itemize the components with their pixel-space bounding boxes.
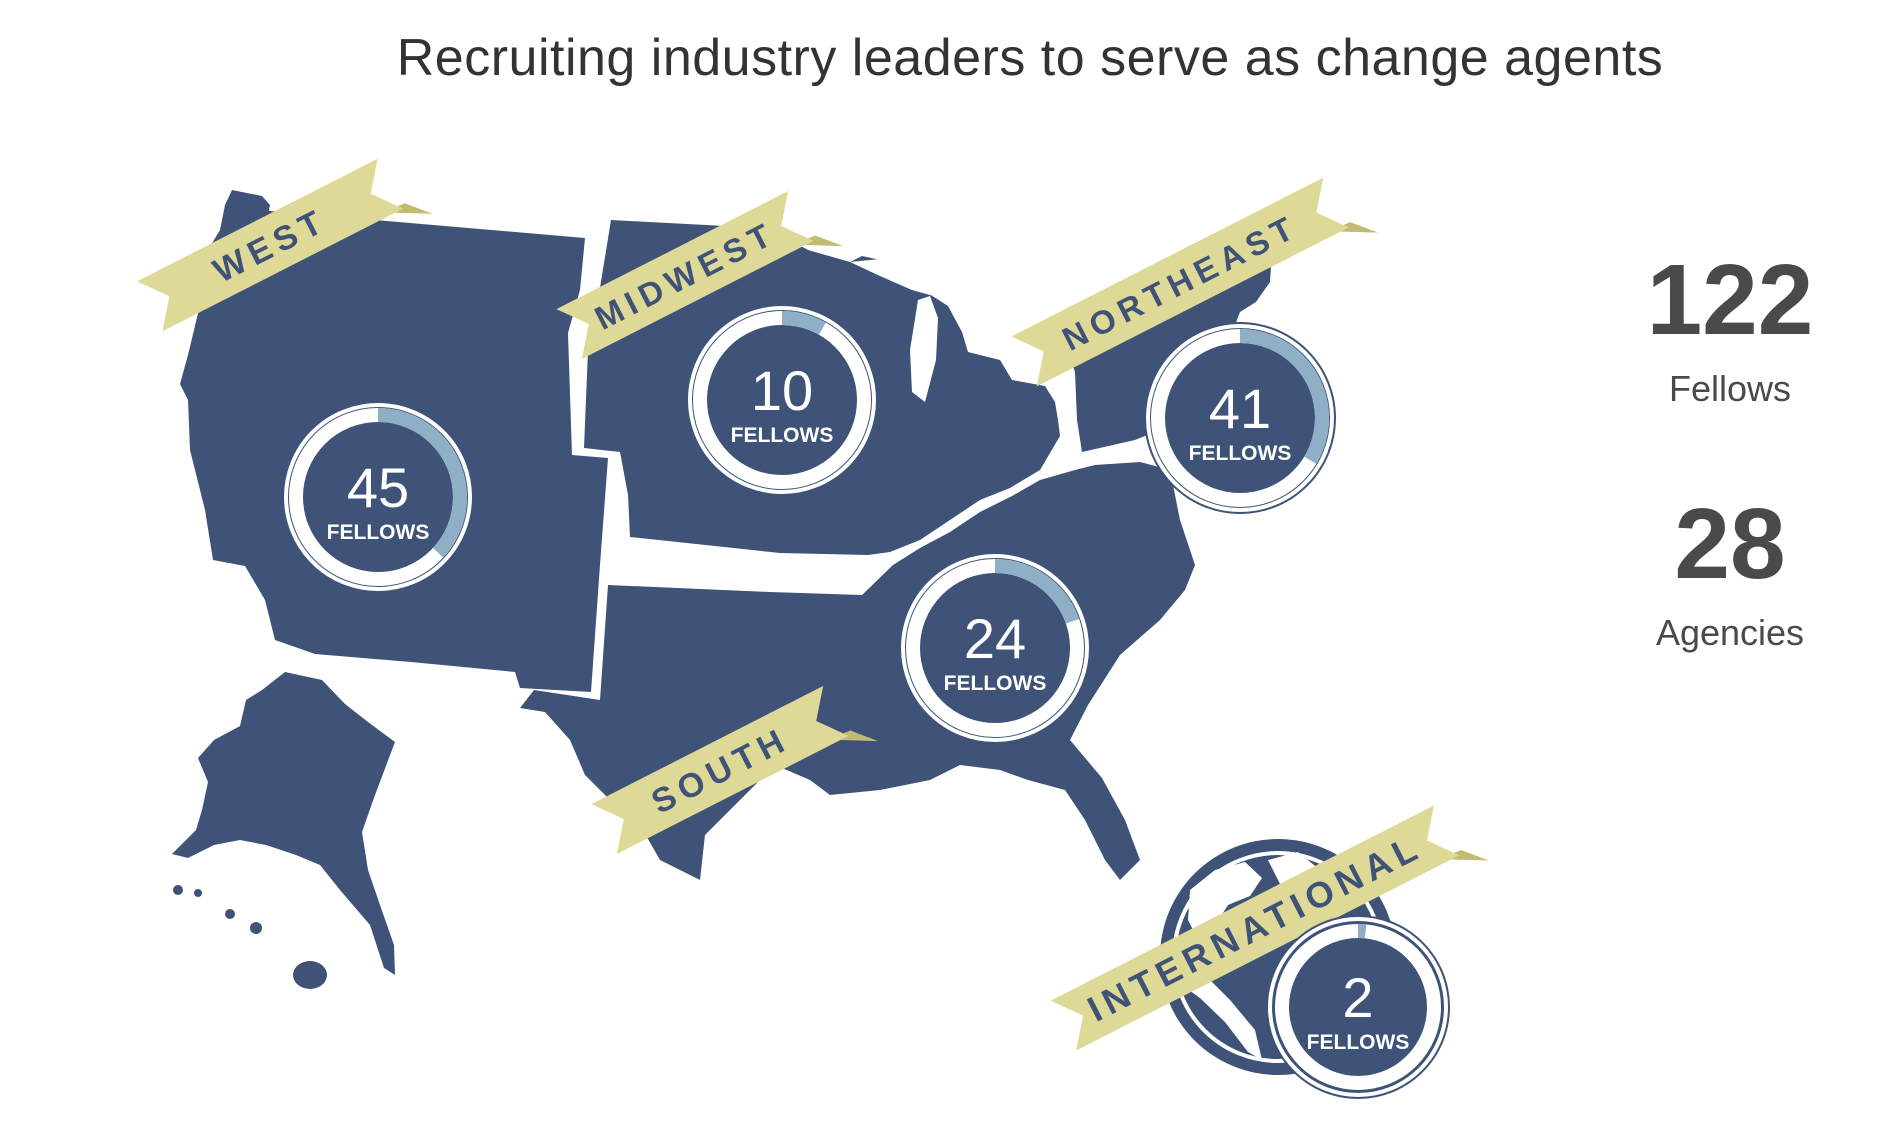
badge-ring-progress	[1151, 329, 1329, 507]
island-dot	[225, 909, 235, 919]
banner-ribbon	[137, 158, 403, 332]
badge-ring-progress	[1275, 924, 1441, 1090]
badge-ring-progress	[693, 311, 871, 489]
badge-core	[1290, 939, 1426, 1075]
badge-unit: FELLOWS	[1189, 442, 1292, 465]
banner-ribbon	[556, 191, 814, 359]
badge-count: 41	[1209, 377, 1271, 440]
agencies-total: 28	[1674, 488, 1786, 600]
badge-core	[921, 574, 1069, 722]
badge-count: 24	[964, 607, 1026, 670]
great-lakes-shape	[910, 296, 938, 402]
badge-outer-ring	[688, 306, 876, 494]
badge-core	[1166, 344, 1314, 492]
badge-outer-ring	[1268, 917, 1448, 1097]
page-title: Recruiting industry leaders to serve as …	[396, 29, 1664, 87]
hawaii-shape	[293, 961, 327, 989]
badge-outer-ring	[1146, 324, 1334, 512]
stats-panel: 122 Fellows 28 Agencies	[1630, 250, 1830, 654]
island-dot	[173, 885, 183, 895]
great-lakes-shape	[850, 258, 962, 300]
alaska-shape	[172, 672, 395, 975]
badge-outer-ring	[284, 403, 472, 591]
banner-ribbon	[591, 686, 849, 854]
badge-unit: FELLOWS	[944, 672, 1047, 695]
globe-continents	[1180, 852, 1320, 1060]
badge-count: 2	[1342, 966, 1373, 1029]
badge-count: 10	[751, 359, 813, 422]
island-dot	[194, 889, 202, 897]
badge-core	[708, 326, 856, 474]
agencies-total-label: Agencies	[1655, 612, 1805, 653]
badge-unit: FELLOWS	[1307, 1031, 1410, 1054]
badge-unit: FELLOWS	[731, 424, 834, 447]
badge-ring-progress	[289, 408, 467, 586]
banner-ribbon	[1050, 805, 1460, 1051]
badge-outer-ring	[901, 554, 1089, 742]
badge-ring-progress	[906, 559, 1084, 737]
fellows-total: 122	[1646, 244, 1814, 356]
fellows-total-label: Fellows	[1668, 368, 1792, 409]
island-dot	[250, 922, 262, 934]
badge-count: 45	[347, 456, 409, 519]
banner-ribbon	[1011, 177, 1349, 387]
badge-unit: FELLOWS	[327, 521, 430, 544]
badge-core	[304, 423, 452, 571]
